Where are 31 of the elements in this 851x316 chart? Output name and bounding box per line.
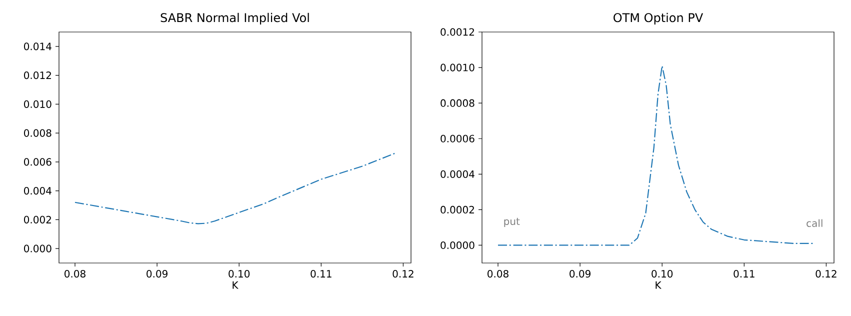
- x-tick-label: 0.09: [570, 270, 590, 278]
- x-tick-label: 0.12: [816, 270, 836, 278]
- annotation: call: [806, 219, 822, 227]
- y-tick-label: 0.0004: [440, 170, 474, 178]
- y-tick-label: 0.0006: [440, 134, 474, 142]
- x-axis-title: K: [656, 281, 662, 289]
- x-tick-label: 0.08: [488, 270, 508, 278]
- x-tick-label: 0.09: [146, 270, 168, 278]
- x-tick-label: 0.11: [734, 270, 754, 278]
- y-tick-label: 0.012: [24, 72, 51, 80]
- x-tick-label: 0.11: [310, 270, 332, 278]
- x-tick-label: 0.12: [392, 270, 414, 278]
- x-tick-label: 0.08: [64, 270, 86, 278]
- y-tick-label: 0.0002: [440, 206, 474, 214]
- annotation: put: [504, 218, 520, 227]
- x-axis-title: K: [232, 281, 238, 289]
- x-tick-label: 0.10: [652, 270, 673, 278]
- y-tick-label: 0.010: [24, 100, 52, 108]
- chart-title: SABR Normal Implied Vol: [160, 12, 309, 25]
- y-tick-label: 0.004: [24, 187, 52, 195]
- y-tick-label: 0.002: [24, 216, 51, 224]
- y-tick-label: 0.0008: [440, 99, 474, 107]
- y-tick-label: 0.014: [24, 42, 52, 50]
- x-tick-label: 0.10: [228, 270, 250, 278]
- y-tick-label: 0.000: [24, 244, 52, 252]
- y-tick-label: 0.0010: [440, 64, 474, 72]
- y-tick-label: 0.0012: [440, 28, 474, 36]
- y-tick-label: 0.008: [24, 129, 52, 137]
- y-tick-label: 0.0000: [440, 241, 474, 250]
- chart-title: OTM Option PV: [614, 12, 704, 25]
- y-tick-label: 0.006: [24, 158, 52, 166]
